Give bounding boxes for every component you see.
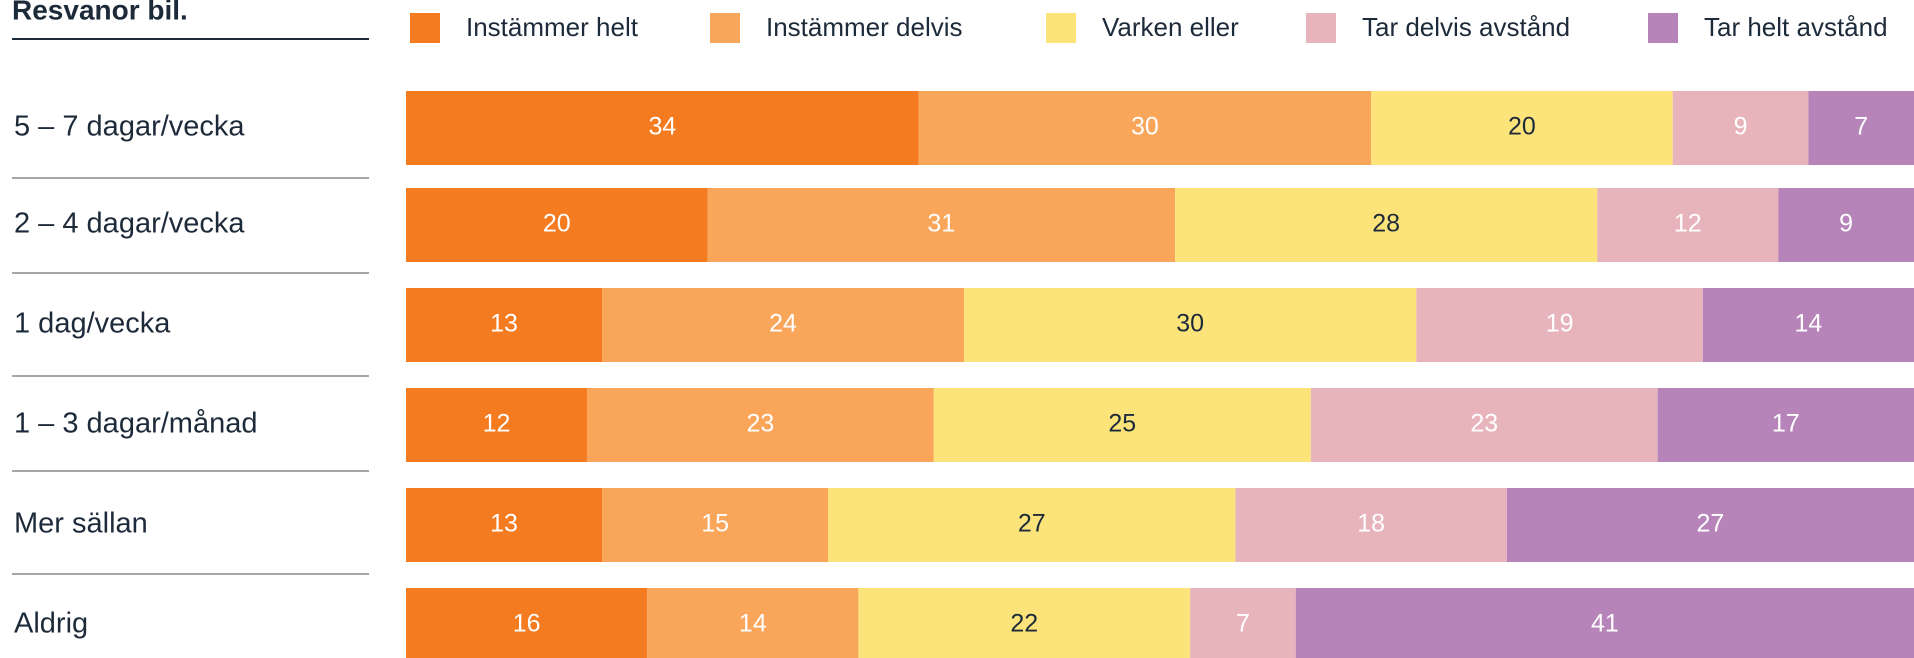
data-label: 9 <box>1734 113 1748 141</box>
y-tick-label: 1 – 3 dagar/månad <box>14 408 257 440</box>
data-label: 20 <box>543 210 571 238</box>
legend-swatch <box>410 13 440 43</box>
data-label: 17 <box>1772 410 1800 438</box>
bar-segment <box>933 388 1311 462</box>
bar-segment <box>602 488 829 562</box>
bar-segment <box>586 388 934 462</box>
data-label: 24 <box>769 310 797 338</box>
data-label: 14 <box>739 610 767 638</box>
bar-segment <box>1295 588 1914 658</box>
bar-segment <box>963 288 1417 362</box>
y-tick-label: 1 dag/vecka <box>14 308 171 340</box>
data-label: 13 <box>490 510 518 538</box>
bar-segment <box>406 488 603 562</box>
bar-segment <box>406 91 919 165</box>
bar-segment <box>1371 91 1673 165</box>
data-label: 7 <box>1236 610 1250 638</box>
legend-label: Tar helt avstånd <box>1704 12 1888 42</box>
bar-segment <box>406 588 648 658</box>
bar-segment <box>1506 488 1914 562</box>
legend-label: Tar delvis avstånd <box>1362 12 1570 42</box>
data-label: 18 <box>1357 510 1385 538</box>
bar-segment <box>1657 388 1914 462</box>
data-label: 23 <box>1470 410 1498 438</box>
y-tick-label: 2 – 4 dagar/vecka <box>14 208 245 240</box>
legend-label: Instämmer helt <box>466 12 639 42</box>
bar-segment <box>406 288 603 362</box>
data-label: 16 <box>513 610 541 638</box>
data-label: 23 <box>746 410 774 438</box>
bar-segment <box>406 388 587 462</box>
bar-segment <box>1175 188 1598 262</box>
legend-swatch <box>1046 13 1076 43</box>
data-label: 28 <box>1372 210 1400 238</box>
data-label: 25 <box>1108 410 1136 438</box>
y-tick-label: Mer sällan <box>14 508 148 540</box>
bar-segment <box>707 188 1176 262</box>
bar-segment <box>1310 388 1658 462</box>
bar-segment <box>406 188 708 262</box>
data-label: 15 <box>701 510 729 538</box>
data-label: 41 <box>1591 610 1619 638</box>
data-label: 12 <box>1674 210 1702 238</box>
legend-swatch <box>1306 13 1336 43</box>
y-tick-label: Aldrig <box>14 608 88 640</box>
data-label: 20 <box>1508 113 1536 141</box>
data-label: 9 <box>1839 210 1853 238</box>
legend-label: Varken eller <box>1102 12 1239 42</box>
chart-title: Resvanor bil. <box>12 0 188 25</box>
data-label: 30 <box>1131 113 1159 141</box>
data-label: 12 <box>483 410 511 438</box>
legend-label: Instämmer delvis <box>766 12 963 42</box>
bar-segment <box>858 588 1191 658</box>
data-label: 22 <box>1010 610 1038 638</box>
bar-segment <box>1416 288 1703 362</box>
bar-segment <box>1778 188 1914 262</box>
bar-segment <box>1808 91 1914 165</box>
data-label: 7 <box>1854 113 1868 141</box>
data-label: 14 <box>1795 310 1823 338</box>
bar-segment <box>1597 188 1779 262</box>
legend-swatch <box>710 13 740 43</box>
y-tick-label: 5 – 7 dagar/vecka <box>14 111 245 143</box>
bar-segment <box>1235 488 1507 562</box>
data-label: 31 <box>927 210 955 238</box>
data-label: 19 <box>1546 310 1574 338</box>
data-label: 34 <box>648 113 676 141</box>
data-label: 13 <box>490 310 518 338</box>
data-label: 27 <box>1697 510 1725 538</box>
bar-segment <box>647 588 859 658</box>
bar-segment <box>602 288 964 362</box>
data-label: 30 <box>1176 310 1204 338</box>
bar-segment <box>828 488 1236 562</box>
data-label: 27 <box>1018 510 1046 538</box>
bar-segment <box>1672 91 1809 165</box>
bar-segment <box>1702 288 1914 362</box>
bar-segment <box>1190 588 1296 658</box>
legend-swatch <box>1648 13 1678 43</box>
bar-segment <box>918 91 1372 165</box>
